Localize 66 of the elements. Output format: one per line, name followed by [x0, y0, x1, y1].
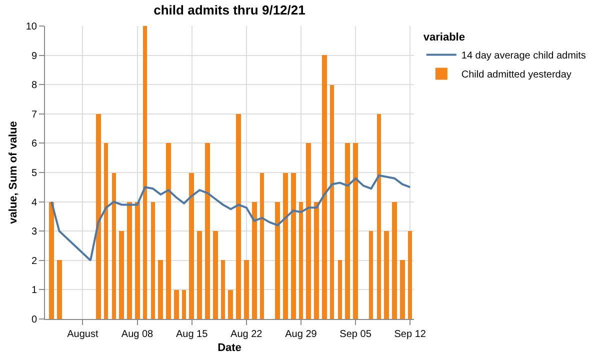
bar — [228, 290, 233, 319]
y-tick-label: 3 — [31, 226, 38, 238]
bar — [377, 114, 381, 319]
bar — [330, 85, 334, 319]
bar — [322, 55, 327, 319]
bar — [408, 231, 412, 319]
y-tick-label: 8 — [31, 80, 38, 92]
bar — [96, 114, 101, 319]
bar — [182, 290, 186, 319]
y-tick-label: 4 — [31, 197, 38, 208]
bar — [369, 231, 373, 319]
y-tick-label: 10 — [26, 22, 38, 32]
legend-title: variable — [423, 31, 465, 44]
bar — [143, 26, 147, 319]
bar — [127, 202, 132, 319]
x-tick-label: Sep 12 — [394, 329, 426, 340]
line-series — [50, 174, 412, 262]
bar — [275, 202, 280, 319]
bar — [135, 202, 140, 319]
bar — [174, 290, 179, 319]
bar — [49, 202, 54, 319]
y-tick-label: 9 — [31, 50, 38, 62]
x-tick-label: Aug 08 — [121, 329, 154, 340]
bar — [392, 202, 397, 319]
y-tick-label: 2 — [31, 256, 38, 267]
chart-title: child admits thru 9/12/21 — [154, 2, 306, 18]
y-tick-label: 1 — [31, 285, 38, 296]
legend-label: 14 day average child admits — [461, 50, 586, 62]
bar — [57, 260, 62, 319]
bar — [314, 202, 319, 319]
x-tick-label: Sep 05 — [340, 329, 372, 340]
bar — [306, 143, 311, 319]
x-tick-label: Aug 29 — [285, 329, 318, 340]
y-tick-label: 7 — [31, 109, 38, 120]
bar — [119, 231, 124, 319]
bar — [189, 173, 194, 319]
bar — [104, 143, 108, 319]
bar — [291, 173, 296, 319]
bar — [299, 202, 303, 319]
x-axis-title: Date — [218, 342, 242, 354]
y-axis-title: value, Sum of value — [8, 121, 20, 224]
bar — [384, 231, 389, 319]
x-tick-label: Aug 15 — [176, 329, 208, 340]
bar — [213, 231, 218, 319]
bar — [244, 260, 249, 319]
bar — [166, 143, 171, 319]
bar — [151, 202, 155, 319]
bar — [197, 231, 202, 319]
bar — [252, 202, 257, 319]
bar — [112, 173, 116, 319]
bar — [205, 143, 210, 319]
bar — [353, 143, 358, 319]
bar — [236, 114, 241, 319]
bar — [283, 173, 288, 319]
bar — [345, 143, 350, 319]
y-tick-label: 5 — [31, 168, 38, 179]
bar — [260, 173, 264, 319]
bar — [221, 260, 225, 319]
bar — [158, 260, 163, 319]
y-tick-label: 6 — [31, 138, 38, 150]
y-tick-label: 0 — [31, 314, 38, 326]
bar — [338, 260, 342, 319]
bar — [400, 260, 405, 319]
x-tick-label: August — [67, 329, 98, 340]
legend-label: Child admitted yesterday — [461, 70, 572, 81]
x-tick-label: Aug 22 — [230, 329, 263, 340]
